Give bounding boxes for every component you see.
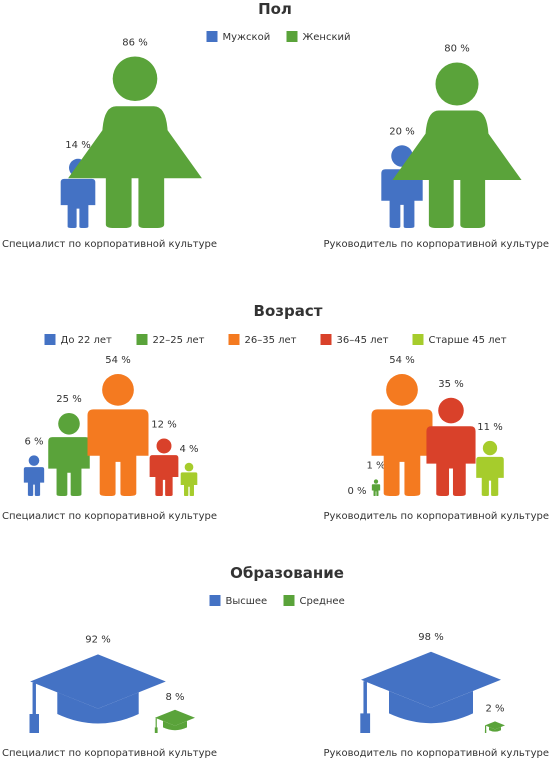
legend-label-5: Старше 45 лет (429, 335, 507, 346)
legend-label-4: 36–45 лет (337, 335, 389, 346)
person-icon (149, 438, 179, 496)
person-icon (476, 440, 504, 496)
legend-label-2: Женский (303, 32, 351, 43)
section-title-age: Возраст (254, 302, 323, 320)
person-icon (371, 479, 381, 496)
legend-swatch-2 (286, 31, 298, 42)
group-label: Руководитель по корпоративной культуре (324, 239, 549, 250)
data-label: 6 % (24, 436, 43, 447)
person-icon (371, 374, 433, 496)
group-label: Специалист по корпоративной культуре (2, 239, 217, 250)
group-label: Специалист по корпоративной культуре (2, 748, 217, 759)
legend-swatch-1 (44, 334, 56, 345)
legend-label-1: Высшее (226, 596, 268, 607)
data-label: 4 % (179, 444, 198, 455)
person-icon (68, 56, 202, 228)
legend-label-1: Мужской (223, 32, 271, 43)
legend-swatch-1 (209, 595, 221, 606)
legend-swatch-4 (320, 334, 332, 345)
data-label: 12 % (151, 419, 176, 430)
graduation-cap-icon (360, 651, 501, 733)
person-icon (48, 412, 90, 496)
legend-swatch-2 (136, 334, 148, 345)
data-label: 86 % (122, 37, 147, 48)
data-label: 1 % (366, 460, 385, 471)
graduation-cap-icon (484, 721, 505, 733)
group-label: Руководитель по корпоративной культуре (324, 511, 549, 522)
group-label: Специалист по корпоративной культуре (2, 511, 217, 522)
legend-label-1: До 22 лет (61, 335, 113, 346)
legend-label-2: Среднее (300, 596, 345, 607)
person-icon (23, 455, 45, 496)
data-label: 20 % (389, 126, 414, 137)
data-label: 8 % (165, 692, 184, 703)
legend-swatch-1 (206, 31, 218, 42)
person-icon (392, 62, 522, 228)
person-icon (180, 462, 198, 496)
data-label: 25 % (56, 394, 81, 405)
person-icon (87, 374, 149, 496)
group-label: Руководитель по корпоративной культуре (324, 748, 549, 759)
data-label: 80 % (444, 44, 469, 55)
legend-swatch-2 (283, 595, 295, 606)
section-title-education: Образование (230, 564, 344, 582)
graduation-cap-icon (29, 654, 166, 733)
legend-label-2: 22–25 лет (153, 335, 205, 346)
legend-swatch-3 (228, 334, 240, 345)
graduation-cap-icon (154, 709, 195, 733)
section-title-gender: Пол (258, 0, 292, 18)
data-label: 14 % (65, 140, 90, 151)
data-label: 2 % (485, 703, 504, 714)
data-label: 54 % (105, 355, 130, 366)
data-label: 0 % (347, 486, 366, 497)
data-label: 11 % (477, 422, 502, 433)
person-icon (381, 145, 423, 228)
legend-swatch-5 (412, 334, 424, 345)
legend-label-3: 26–35 лет (245, 335, 297, 346)
data-label: 98 % (418, 632, 443, 643)
person-icon (426, 397, 476, 496)
data-label: 92 % (85, 634, 110, 645)
data-label: 35 % (438, 379, 463, 390)
data-label: 54 % (389, 355, 414, 366)
